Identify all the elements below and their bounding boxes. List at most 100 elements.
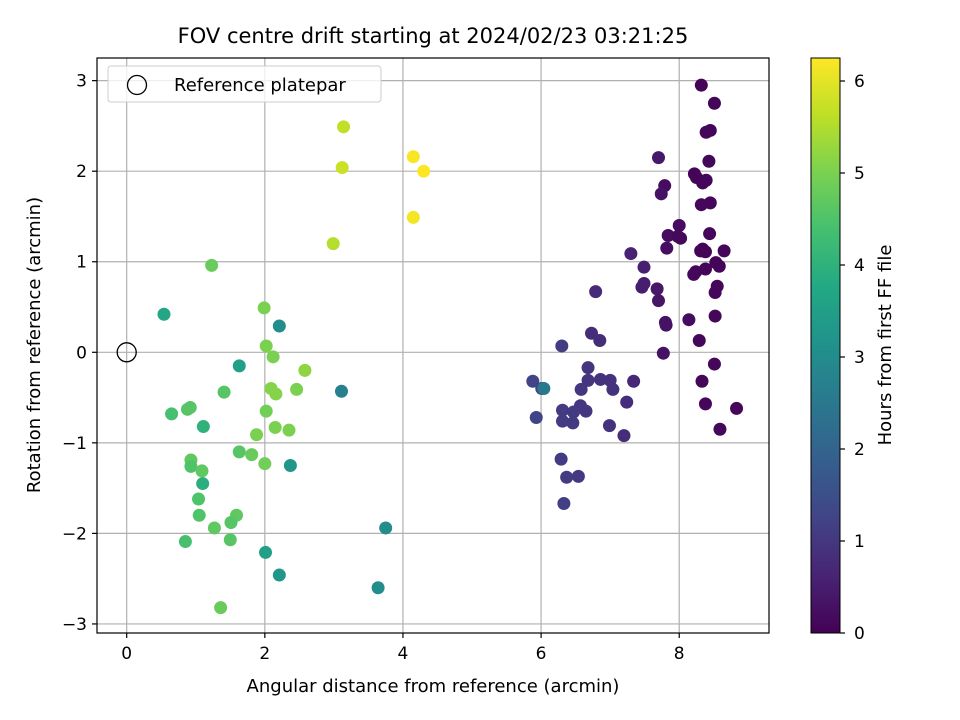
x-tick-label: 8 xyxy=(674,644,685,664)
scatter-point xyxy=(335,161,349,175)
scatter-point xyxy=(682,313,696,327)
scatter-point xyxy=(165,407,179,421)
y-tick-label: 1 xyxy=(76,253,87,273)
scatter-point xyxy=(157,307,171,321)
reference-point xyxy=(116,342,137,363)
scatter-point xyxy=(258,457,272,471)
scatter-point xyxy=(282,423,296,437)
scatter-point xyxy=(581,361,595,375)
colorbar-frame xyxy=(810,57,841,634)
colorbar-tick-label: 6 xyxy=(854,72,865,92)
scatter-point xyxy=(557,497,571,511)
scatter-point xyxy=(654,187,668,201)
scatter-point xyxy=(266,350,280,364)
scatter-point xyxy=(379,521,393,535)
scatter-point xyxy=(661,228,675,242)
scatter-point xyxy=(196,477,210,491)
scatter-point xyxy=(195,464,209,478)
scatter-point xyxy=(627,374,641,388)
scatter-point xyxy=(232,445,246,459)
y-tick-label: −2 xyxy=(62,524,87,544)
scatter-point xyxy=(620,395,634,409)
scatter-point xyxy=(651,294,665,308)
scatter-point xyxy=(214,601,228,615)
scatter-point xyxy=(529,410,543,424)
scatter-point xyxy=(699,125,713,139)
scatter-point xyxy=(707,357,721,371)
scatter-point xyxy=(656,346,670,360)
scatter-point xyxy=(555,339,569,353)
scatter-point xyxy=(712,259,726,273)
scatter-point xyxy=(224,516,238,530)
scatter-point xyxy=(708,286,722,300)
colorbar-tick-label: 4 xyxy=(854,256,865,276)
scatter-point xyxy=(602,419,616,433)
y-axis: −3 −2 −1 0 1 2 3 xyxy=(62,72,97,635)
scatter-point xyxy=(555,403,569,417)
scatter-point xyxy=(698,397,712,411)
scatter-point xyxy=(574,382,588,396)
scatter-point xyxy=(417,164,431,178)
scatter-point xyxy=(659,318,673,332)
colorbar: 0 1 2 3 4 5 6 Hours from first FF file xyxy=(810,57,896,644)
colorbar-tick-label: 2 xyxy=(854,440,865,460)
scatter-point xyxy=(579,404,593,418)
legend-box xyxy=(107,65,382,103)
scatter-point xyxy=(730,401,744,415)
colorbar-tick-label: 1 xyxy=(854,532,865,552)
x-tick-label: 2 xyxy=(259,644,270,664)
scatter-point xyxy=(708,309,722,323)
scatter-point xyxy=(703,227,717,241)
scatter-point xyxy=(637,260,651,274)
chart-title: FOV centre drift starting at 2024/02/23 … xyxy=(178,24,689,48)
scatter-point xyxy=(269,387,283,401)
scatter-point xyxy=(259,404,273,418)
scatter-point xyxy=(695,374,709,388)
scatter-point xyxy=(581,373,595,387)
x-tick-label: 4 xyxy=(398,644,409,664)
x-axis-label: Angular distance from reference (arcmin) xyxy=(247,676,620,697)
scatter-point xyxy=(650,282,664,296)
scatter-point xyxy=(268,420,282,434)
scatter-point xyxy=(184,459,198,473)
scatter-point xyxy=(698,245,712,259)
y-tick-label: −1 xyxy=(62,434,87,454)
scatter-point xyxy=(272,319,286,333)
y-axis-label: Rotation from reference (arcmin) xyxy=(24,197,45,493)
colorbar-tick-label: 5 xyxy=(854,164,865,184)
scatter-point xyxy=(692,334,706,348)
scatter-point xyxy=(192,492,206,506)
scatter-point xyxy=(571,469,585,483)
scatter-point xyxy=(537,382,551,396)
scatter-point xyxy=(593,372,607,386)
colorbar-tick-label: 3 xyxy=(854,348,865,368)
scatter-point xyxy=(196,420,210,434)
y-tick-label: 2 xyxy=(76,162,87,182)
scatter-point xyxy=(694,198,708,212)
scatter-point xyxy=(259,339,273,353)
colorbar-gradient xyxy=(811,58,840,633)
scatter-point xyxy=(283,458,297,472)
scatter-point xyxy=(223,533,237,547)
scatter-point xyxy=(207,521,221,535)
scatter-point xyxy=(257,301,271,315)
scatter-point xyxy=(406,210,420,224)
legend: Reference platepar xyxy=(107,65,382,103)
scatter-point xyxy=(326,237,340,251)
scatter-point xyxy=(687,267,701,281)
scatter-point xyxy=(180,402,194,416)
scatter-point xyxy=(232,359,246,373)
scatter-point xyxy=(674,231,688,245)
scatter-point xyxy=(554,452,568,466)
scatter-point xyxy=(567,405,581,419)
scatter-point xyxy=(178,535,192,549)
scatter-point xyxy=(651,151,665,165)
scatter-point xyxy=(555,414,569,428)
colorbar-ticks: 0 1 2 3 4 5 6 xyxy=(840,72,865,644)
colorbar-label: Hours from first FF file xyxy=(875,245,896,446)
scatter-point xyxy=(635,280,649,294)
scatter-point xyxy=(702,154,716,168)
scatter-point xyxy=(250,428,264,442)
scatter-point xyxy=(290,382,304,396)
